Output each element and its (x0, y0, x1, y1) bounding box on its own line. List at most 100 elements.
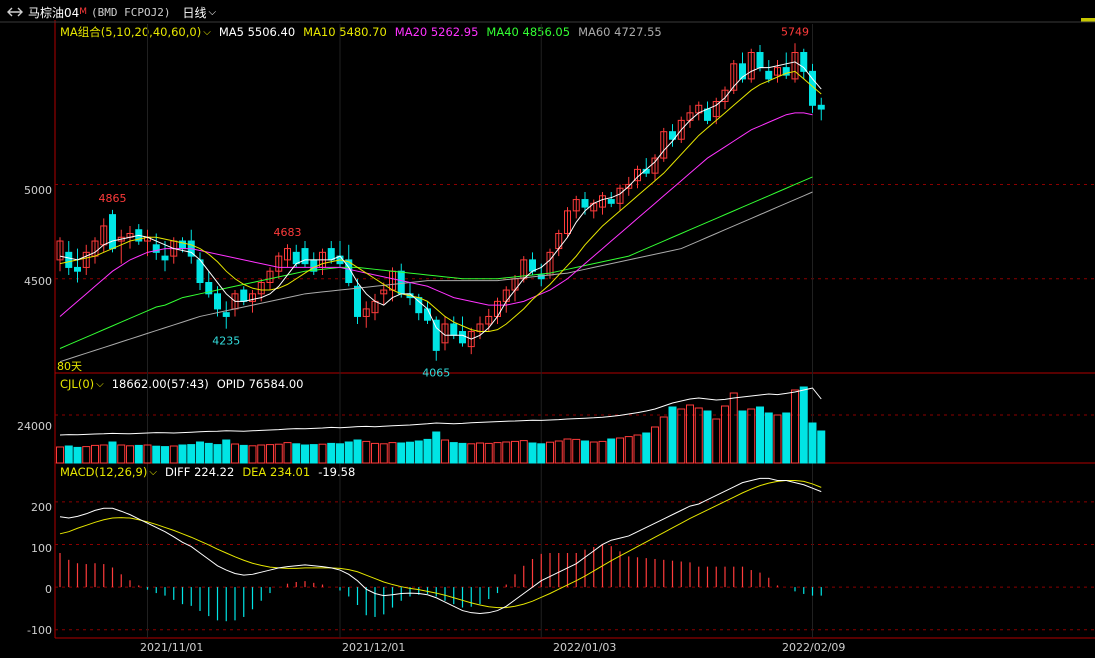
volume-bar (747, 408, 756, 464)
chevron-down-icon[interactable]: ⌵ (149, 466, 157, 478)
chevron-down-icon[interactable]: ⌵ (208, 6, 217, 18)
candle-body (782, 67, 790, 76)
candle-body (765, 70, 773, 80)
volume-bar (423, 438, 432, 464)
candle-body (817, 104, 825, 110)
volume-bar (572, 438, 581, 464)
macd-axis-label: 200 (31, 501, 52, 514)
candle-body (529, 259, 536, 272)
volume-bar (581, 440, 589, 464)
volume-bar (213, 444, 222, 464)
macd-axis-label: 100 (31, 542, 52, 555)
candle-body (249, 293, 256, 302)
volume-bar (642, 432, 651, 464)
volume-bar (729, 392, 738, 464)
volume-value: 18662.00(57:43) (111, 377, 209, 391)
candle-body (791, 52, 799, 80)
volume-bar (712, 418, 721, 464)
candle-body (152, 244, 160, 253)
macd-axis-label: 0 (45, 583, 52, 596)
candle-body (214, 293, 221, 310)
symbol-superscript: M (79, 7, 88, 17)
candle-body (730, 63, 738, 91)
candle-body (397, 270, 405, 295)
candle-body (721, 89, 729, 103)
candle-body (327, 248, 335, 261)
volume-bar (546, 441, 554, 464)
volume-bar (537, 443, 546, 464)
price-annotation: 4235 (212, 335, 240, 348)
candle-body (485, 315, 493, 325)
candle-body (432, 319, 440, 351)
volume-bar (782, 412, 791, 464)
candle-body (161, 255, 169, 261)
volume-bar (668, 406, 677, 464)
candle-body (747, 52, 755, 80)
volume-value: OPID 76584.00 (216, 377, 304, 391)
volume-bar (371, 442, 379, 464)
opid-line (59, 387, 822, 436)
candle-body (240, 289, 248, 302)
volume-bar (56, 446, 64, 464)
candle-body (774, 67, 781, 76)
macd-indicator-name[interactable]: MACD(12,26,9) (60, 465, 148, 479)
ma-indicator-name[interactable]: MA组合(5,10,20,40,60,0) (60, 25, 202, 39)
candle-body (266, 270, 274, 284)
volume-bar (318, 443, 327, 464)
dea-line (59, 480, 822, 609)
volume-bar (458, 442, 467, 464)
volume-bar (248, 445, 257, 464)
volume-bar (441, 439, 449, 464)
candle-body (537, 274, 545, 280)
link-icon[interactable] (6, 6, 24, 18)
volume-bar (659, 416, 668, 464)
volume-bar (756, 406, 764, 464)
volume-bar (64, 445, 73, 464)
volume-bar (379, 443, 388, 464)
candle-body (82, 251, 90, 268)
volume-bar (99, 444, 108, 464)
candle-body (380, 289, 388, 295)
candle-body (660, 131, 668, 159)
volume-bar (607, 438, 616, 464)
price-axis-label: 4500 (24, 275, 52, 288)
ma-value: MA10 5480.70 (303, 25, 387, 39)
macd-value: DEA 234.01 (242, 465, 311, 479)
ma10-line (59, 70, 822, 333)
candle-body (74, 266, 81, 272)
volume-indicator-name[interactable]: CJL(0) (60, 377, 95, 391)
volume-bar (493, 442, 502, 464)
volume-bar (161, 446, 169, 464)
macd-value: -19.58 (318, 465, 356, 479)
period-selector[interactable]: 日线 (182, 5, 207, 20)
volume-bar (301, 444, 309, 464)
candle-body (292, 251, 300, 265)
candle-body (450, 323, 458, 336)
candle-body (362, 308, 370, 317)
volume-bar (791, 389, 799, 464)
volume-bar (808, 422, 817, 464)
volume-bar (721, 405, 729, 464)
volume-bar (353, 439, 362, 464)
ma-legend: MA组合(5,10,20,40,60,0) ⌵ MA5 5506.40 MA10 … (60, 24, 662, 40)
chevron-down-icon[interactable]: ⌵ (96, 378, 104, 390)
chevron-down-icon[interactable]: ⌵ (203, 26, 211, 38)
volume-bar (362, 440, 371, 464)
candle-body (205, 282, 213, 295)
volume-bar (388, 442, 397, 464)
volume-bar (336, 443, 344, 464)
candle-body (739, 63, 746, 80)
volume-bar (231, 443, 239, 464)
candle-body (599, 195, 606, 208)
volume-bar (257, 444, 266, 464)
candle-body (607, 199, 615, 204)
ma-value: MA5 5506.40 (218, 25, 296, 39)
candle-body (809, 70, 816, 106)
volume-bar (511, 440, 519, 464)
volume-bar (484, 442, 493, 464)
volume-bar (178, 444, 187, 464)
price-marker (1081, 18, 1095, 22)
volume-bar (91, 444, 99, 464)
volume-bar (283, 442, 292, 464)
